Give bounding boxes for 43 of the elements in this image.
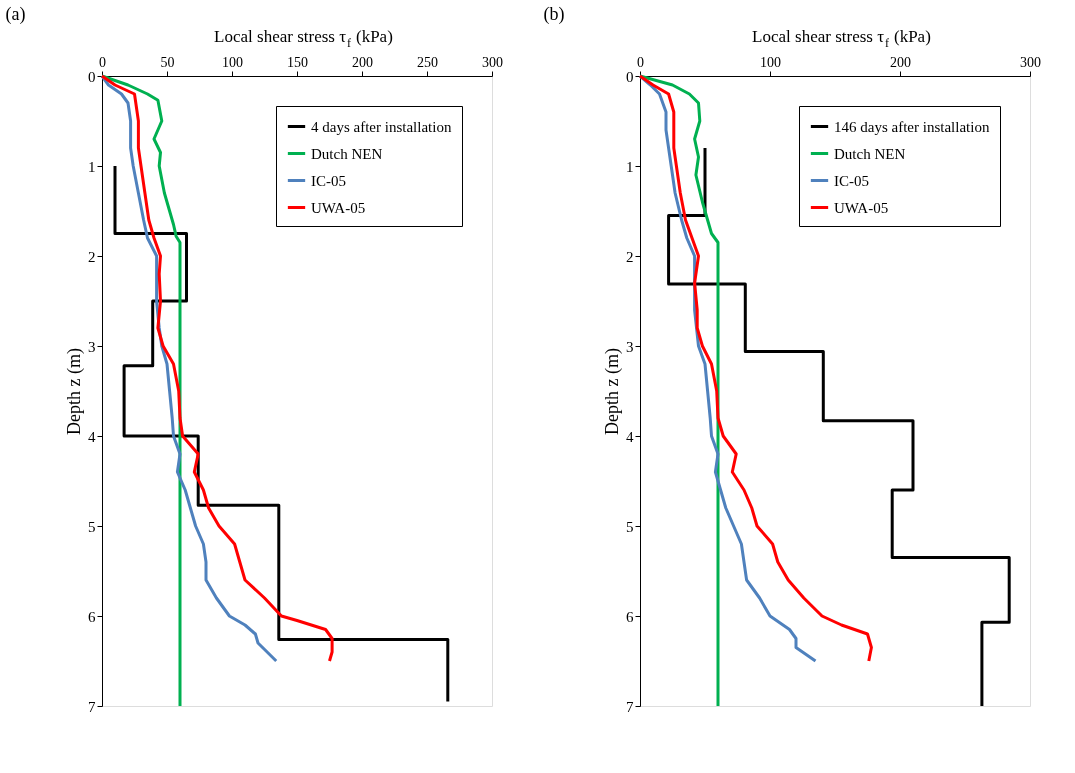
x-tick-label: 0 [637, 54, 644, 70]
y-tick-label: 3 [88, 338, 96, 355]
y-tick-label: 7 [88, 698, 96, 715]
x-tick-label: 300 [482, 54, 503, 70]
x-tick-label: 250 [417, 54, 438, 70]
y-axis-title: Depth z (m) [602, 348, 623, 435]
y-tick-label: 5 [88, 518, 96, 535]
legend-label: 146 days after installation [834, 118, 990, 135]
line-series [113, 164, 450, 703]
line-series [638, 74, 817, 663]
text: (b) [543, 4, 565, 25]
legend-label: UWA-05 [834, 199, 889, 216]
y-tick-label: 6 [626, 608, 634, 625]
y-tick-label: 4 [626, 428, 634, 445]
y-tick-label: 1 [626, 158, 634, 175]
legend-label: 4 days after installation [311, 118, 452, 135]
legend-label: Dutch NEN [311, 145, 383, 162]
x-tick-label: 150 [287, 54, 308, 70]
x-tick-label: 100 [760, 54, 781, 70]
x-tick-label: 0 [99, 54, 106, 70]
y-tick-label: 0 [88, 68, 96, 85]
legend-label: IC-05 [311, 172, 346, 189]
y-tick-label: 4 [88, 428, 96, 445]
y-tick-label: 3 [626, 338, 634, 355]
legend-label: IC-05 [834, 172, 869, 189]
legend-label: Dutch NEN [834, 145, 906, 162]
y-axis-title: Depth z (m) [64, 348, 85, 435]
y-tick-label: 6 [88, 608, 96, 625]
x-tick-label: 100 [222, 54, 243, 70]
line-series [667, 146, 1011, 708]
y-tick-label: 0 [626, 68, 634, 85]
legend-label: UWA-05 [311, 199, 366, 216]
y-tick-label: 2 [626, 248, 634, 265]
y-tick-label: 2 [88, 248, 96, 265]
y-tick-label: 5 [626, 518, 634, 535]
x-tick-label: 50 [160, 54, 175, 70]
line-series [100, 74, 278, 663]
x-tick-label: 200 [352, 54, 373, 70]
text: (a) [5, 4, 26, 25]
x-tick-label: 300 [1020, 54, 1041, 70]
x-tick-label: 200 [890, 54, 911, 70]
y-tick-label: 7 [626, 698, 634, 715]
y-tick-label: 1 [88, 158, 96, 175]
